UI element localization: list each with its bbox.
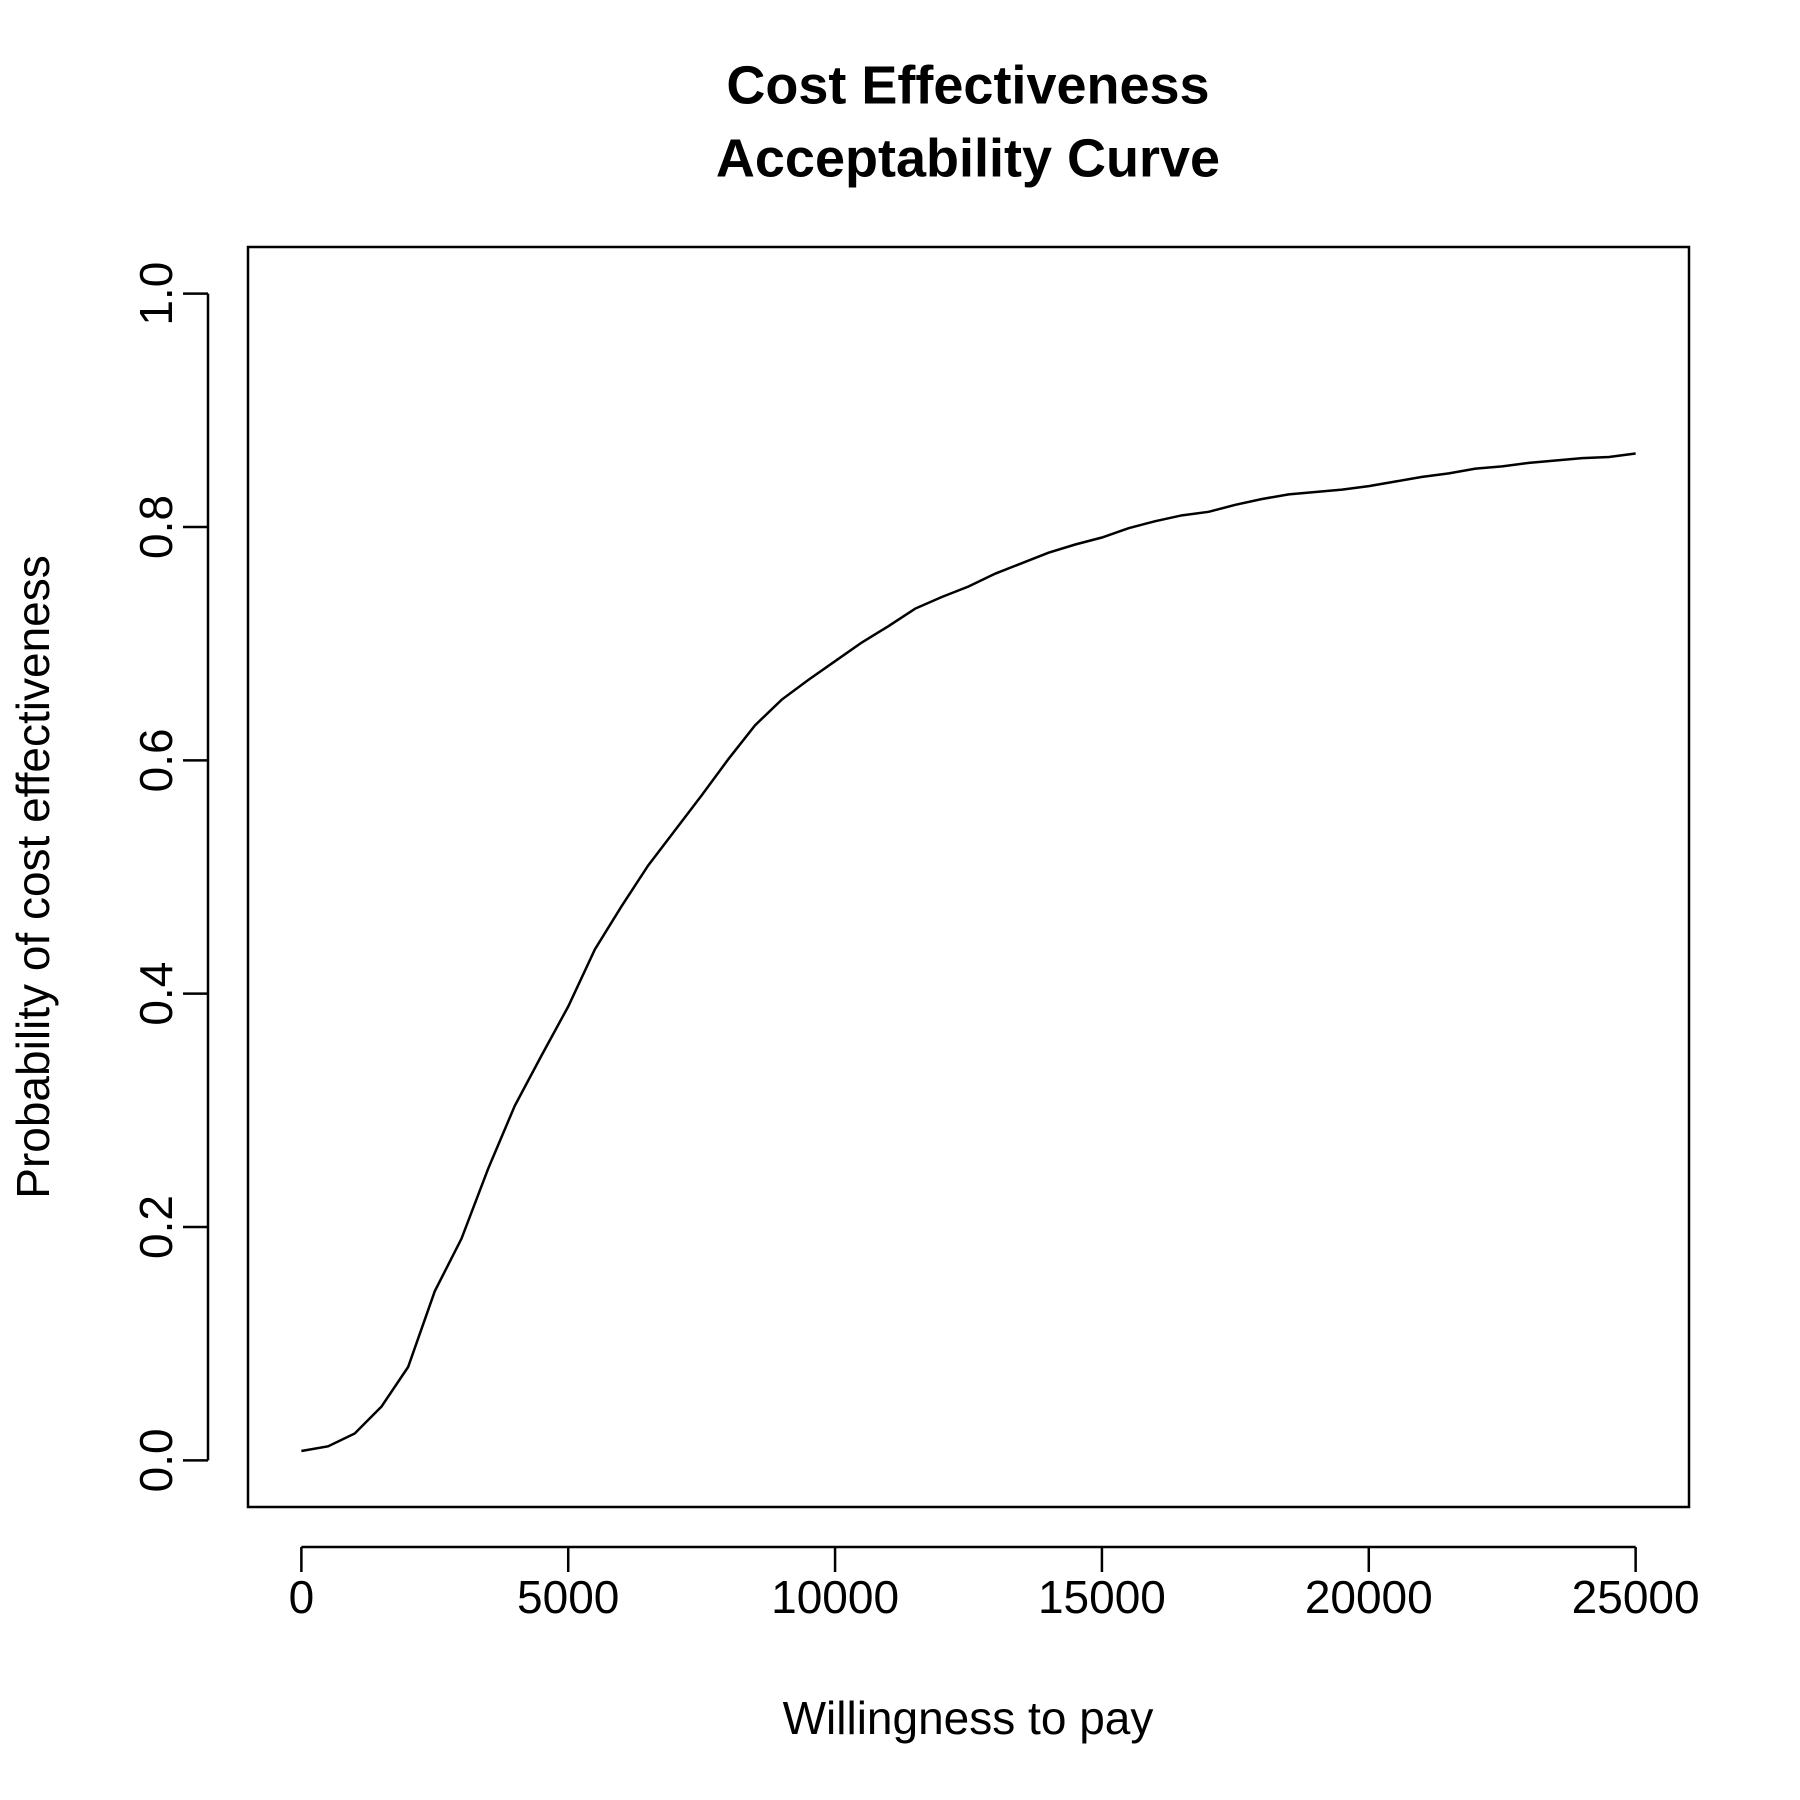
y-tick-label: 0.4 xyxy=(130,962,182,1026)
y-tick-label: 0.2 xyxy=(130,1195,182,1259)
plot-frame xyxy=(246,245,1691,1509)
y-tick-label: 1.0 xyxy=(130,262,182,326)
x-tick-label: 25000 xyxy=(1572,1571,1700,1623)
chart-title: Cost Effectiveness xyxy=(726,55,1209,115)
x-tick-label: 20000 xyxy=(1305,1571,1433,1623)
y-tick-label: 0.6 xyxy=(130,728,182,792)
y-axis-label: Probability of cost effectiveness xyxy=(7,555,59,1198)
x-axis-label: Willingness to pay xyxy=(783,1692,1154,1744)
x-tick-label: 15000 xyxy=(1038,1571,1166,1623)
curve xyxy=(301,452,1636,1453)
y-tick-label: 0.0 xyxy=(130,1428,182,1492)
x-tick-label: 0 xyxy=(289,1571,315,1623)
x-tick-label: 5000 xyxy=(517,1571,619,1623)
y-tick-label: 0.8 xyxy=(130,495,182,559)
chart-title: Acceptability Curve xyxy=(716,128,1220,188)
x-tick-label: 10000 xyxy=(771,1571,899,1623)
